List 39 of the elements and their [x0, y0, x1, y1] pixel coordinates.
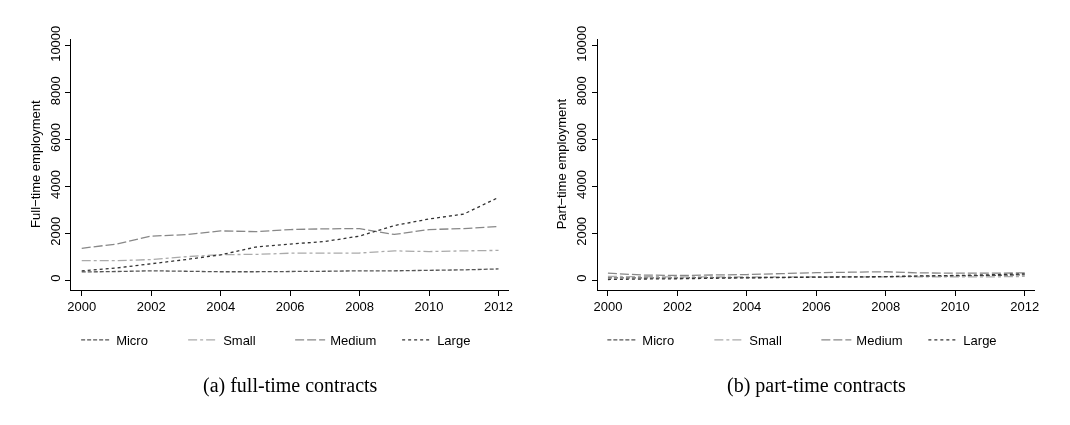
x-tick-label: 2008 [871, 299, 901, 315]
x-tick-label: 2006 [275, 299, 305, 315]
y-tick-label: 0 [574, 274, 590, 282]
legend-label: Micro [642, 332, 675, 348]
legend-label: Small [749, 332, 782, 348]
text: (b) part-time contracts [727, 374, 907, 397]
x-tick-label: 2010 [414, 299, 444, 315]
legend-label: Small [223, 332, 256, 348]
x-tick-label: 2000 [67, 299, 97, 315]
x-tick-label: 2010 [940, 299, 970, 315]
line-series [81, 249, 500, 262]
y-tick-label: 6000 [48, 123, 64, 153]
x-tick-label: 2006 [801, 299, 831, 315]
y-tick-label: 8000 [574, 76, 590, 106]
x-tick-label: 2002 [662, 299, 692, 315]
x-tick-label: 2012 [484, 299, 513, 315]
legend-label: Large [437, 332, 471, 348]
y-tick-label: 4000 [48, 169, 64, 199]
y-tick-label: 8000 [48, 76, 64, 106]
y-tick-label: 4000 [574, 169, 590, 199]
x-tick-label: 2004 [732, 299, 762, 315]
y-tick-label: 0 [48, 274, 64, 282]
legend-label: Medium [856, 332, 903, 348]
text: (a) full-time contracts [203, 374, 378, 397]
legend-label: Large [963, 332, 997, 348]
legend-label: Medium [330, 332, 377, 348]
x-tick-label: 2000 [593, 299, 623, 315]
y-tick-label: 2000 [48, 216, 64, 246]
y-tick-label: 10000 [574, 25, 590, 62]
y-axis-title: Full−time employment [28, 99, 44, 228]
y-tick-label: 10000 [48, 25, 64, 62]
x-tick-label: 2012 [1010, 299, 1040, 315]
y-tick-label: 2000 [574, 216, 590, 246]
x-tick-label: 2004 [206, 299, 236, 315]
x-tick-label: 2008 [345, 299, 375, 315]
y-tick-label: 6000 [574, 123, 590, 153]
x-tick-label: 2002 [136, 299, 166, 315]
y-axis-title: Part−time employment [554, 98, 570, 230]
legend-label: Micro [116, 332, 148, 348]
